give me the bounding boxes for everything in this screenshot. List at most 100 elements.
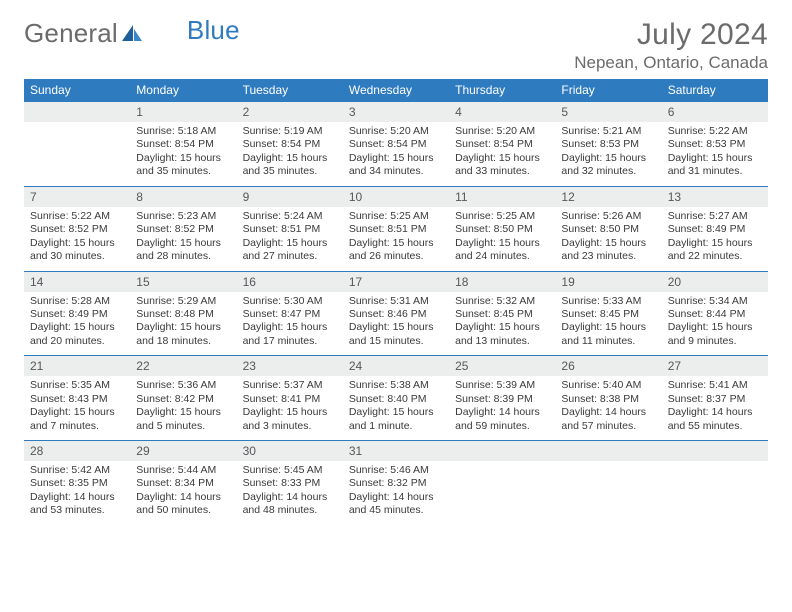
- day-number: 4: [449, 102, 555, 122]
- brand-word-2: Blue: [187, 15, 240, 46]
- day-cell: [449, 441, 555, 525]
- sunrise-line: Sunrise: 5:42 AM: [30, 464, 124, 477]
- day-body: Sunrise: 5:22 AMSunset: 8:53 PMDaylight:…: [662, 122, 768, 186]
- daylight-line: Daylight: 15 hours and 28 minutes.: [136, 237, 230, 264]
- sunset-line: Sunset: 8:33 PM: [243, 477, 337, 490]
- day-cell: 21Sunrise: 5:35 AMSunset: 8:43 PMDayligh…: [24, 356, 130, 441]
- sunset-line: Sunset: 8:49 PM: [30, 308, 124, 321]
- sunset-line: Sunset: 8:53 PM: [668, 138, 762, 151]
- sunset-line: Sunset: 8:46 PM: [349, 308, 443, 321]
- day-cell: 3 Sunrise: 5:20 AMSunset: 8:54 PMDaylight…: [343, 102, 449, 186]
- day-body: Sunrise: 5:44 AMSunset: 8:34 PMDaylight:…: [130, 461, 236, 525]
- sunset-line: Sunset: 8:39 PM: [455, 393, 549, 406]
- daylight-line: Daylight: 15 hours and 34 minutes.: [349, 152, 443, 179]
- daylight-line: Daylight: 15 hours and 5 minutes.: [136, 406, 230, 433]
- day-cell: 29Sunrise: 5:44 AMSunset: 8:34 PMDayligh…: [130, 441, 236, 525]
- day-cell: 23Sunrise: 5:37 AMSunset: 8:41 PMDayligh…: [237, 356, 343, 441]
- sunset-line: Sunset: 8:41 PM: [243, 393, 337, 406]
- sunrise-line: Sunrise: 5:25 AM: [349, 210, 443, 223]
- day-body: Sunrise: 5:45 AMSunset: 8:33 PMDaylight:…: [237, 461, 343, 525]
- sunset-line: Sunset: 8:45 PM: [561, 308, 655, 321]
- day-header-cell: Sunday: [24, 79, 130, 102]
- sunset-line: Sunset: 8:54 PM: [349, 138, 443, 151]
- day-body: Sunrise: 5:32 AMSunset: 8:45 PMDaylight:…: [449, 292, 555, 356]
- day-number: 6: [662, 102, 768, 122]
- day-cell: 18Sunrise: 5:32 AMSunset: 8:45 PMDayligh…: [449, 271, 555, 356]
- sunrise-line: Sunrise: 5:44 AM: [136, 464, 230, 477]
- sunrise-line: Sunrise: 5:34 AM: [668, 295, 762, 308]
- day-header-cell: Friday: [555, 79, 661, 102]
- daylight-line: Daylight: 14 hours and 59 minutes.: [455, 406, 549, 433]
- day-cell: 12Sunrise: 5:26 AMSunset: 8:50 PMDayligh…: [555, 186, 661, 271]
- day-body: Sunrise: 5:40 AMSunset: 8:38 PMDaylight:…: [555, 376, 661, 440]
- day-body: Sunrise: 5:34 AMSunset: 8:44 PMDaylight:…: [662, 292, 768, 356]
- sunrise-line: Sunrise: 5:28 AM: [30, 295, 124, 308]
- day-cell: 31Sunrise: 5:46 AMSunset: 8:32 PMDayligh…: [343, 441, 449, 525]
- week-row: 14Sunrise: 5:28 AMSunset: 8:49 PMDayligh…: [24, 271, 768, 356]
- day-number: 21: [24, 356, 130, 376]
- daylight-line: Daylight: 15 hours and 35 minutes.: [243, 152, 337, 179]
- sunrise-line: Sunrise: 5:33 AM: [561, 295, 655, 308]
- day-body: Sunrise: 5:19 AMSunset: 8:54 PMDaylight:…: [237, 122, 343, 186]
- sunset-line: Sunset: 8:54 PM: [455, 138, 549, 151]
- day-number: 23: [237, 356, 343, 376]
- sunrise-line: Sunrise: 5:32 AM: [455, 295, 549, 308]
- daylight-line: Daylight: 15 hours and 33 minutes.: [455, 152, 549, 179]
- day-cell: 15Sunrise: 5:29 AMSunset: 8:48 PMDayligh…: [130, 271, 236, 356]
- sunrise-line: Sunrise: 5:20 AM: [349, 125, 443, 138]
- sunset-line: Sunset: 8:38 PM: [561, 393, 655, 406]
- day-number: 31: [343, 441, 449, 461]
- sunrise-line: Sunrise: 5:36 AM: [136, 379, 230, 392]
- week-row: 1Sunrise: 5:18 AMSunset: 8:54 PMDaylight…: [24, 102, 768, 186]
- day-body: Sunrise: 5:41 AMSunset: 8:37 PMDaylight:…: [662, 376, 768, 440]
- sunset-line: Sunset: 8:44 PM: [668, 308, 762, 321]
- sunset-line: Sunset: 8:45 PM: [455, 308, 549, 321]
- sunrise-line: Sunrise: 5:37 AM: [243, 379, 337, 392]
- day-cell: 14Sunrise: 5:28 AMSunset: 8:49 PMDayligh…: [24, 271, 130, 356]
- day-body: Sunrise: 5:35 AMSunset: 8:43 PMDaylight:…: [24, 376, 130, 440]
- day-cell: 8Sunrise: 5:23 AMSunset: 8:52 PMDaylight…: [130, 186, 236, 271]
- brand-logo: General Blue: [24, 18, 240, 49]
- sunrise-line: Sunrise: 5:29 AM: [136, 295, 230, 308]
- day-number: [555, 441, 661, 461]
- day-body: Sunrise: 5:33 AMSunset: 8:45 PMDaylight:…: [555, 292, 661, 356]
- day-number: 30: [237, 441, 343, 461]
- daylight-line: Daylight: 15 hours and 31 minutes.: [668, 152, 762, 179]
- day-body: Sunrise: 5:27 AMSunset: 8:49 PMDaylight:…: [662, 207, 768, 271]
- day-number: 24: [343, 356, 449, 376]
- day-number: [24, 102, 130, 122]
- sunset-line: Sunset: 8:42 PM: [136, 393, 230, 406]
- day-body: Sunrise: 5:37 AMSunset: 8:41 PMDaylight:…: [237, 376, 343, 440]
- day-number: 22: [130, 356, 236, 376]
- day-header-cell: Tuesday: [237, 79, 343, 102]
- day-number: 1: [130, 102, 236, 122]
- daylight-line: Daylight: 15 hours and 35 minutes.: [136, 152, 230, 179]
- sunset-line: Sunset: 8:52 PM: [136, 223, 230, 236]
- day-body: Sunrise: 5:18 AMSunset: 8:54 PMDaylight:…: [130, 122, 236, 186]
- sunset-line: Sunset: 8:32 PM: [349, 477, 443, 490]
- day-header-row: Sunday Monday Tuesday Wednesday Thursday…: [24, 79, 768, 102]
- day-number: 25: [449, 356, 555, 376]
- daylight-line: Daylight: 14 hours and 53 minutes.: [30, 491, 124, 518]
- day-cell: 17Sunrise: 5:31 AMSunset: 8:46 PMDayligh…: [343, 271, 449, 356]
- day-cell: 22 Sunrise: 5:36 AMSunset: 8:42 PMDayligh…: [130, 356, 236, 441]
- sunrise-line: Sunrise: 5:41 AM: [668, 379, 762, 392]
- day-cell: 19Sunrise: 5:33 AMSunset: 8:45 PMDayligh…: [555, 271, 661, 356]
- sunrise-line: Sunrise: 5:38 AM: [349, 379, 443, 392]
- day-body: Sunrise: 5:38 AMSunset: 8:40 PMDaylight:…: [343, 376, 449, 440]
- sunrise-line: Sunrise: 5:26 AM: [561, 210, 655, 223]
- brand-word-1: General: [24, 18, 118, 49]
- sunrise-line: Sunrise: 5:27 AM: [668, 210, 762, 223]
- day-body: Sunrise: 5:39 AMSunset: 8:39 PMDaylight:…: [449, 376, 555, 440]
- daylight-line: Daylight: 15 hours and 17 minutes.: [243, 321, 337, 348]
- day-number: 29: [130, 441, 236, 461]
- title-block: July 2024 Nepean, Ontario, Canada: [574, 18, 768, 73]
- day-number: 27: [662, 356, 768, 376]
- day-cell: 4Sunrise: 5:20 AMSunset: 8:54 PMDaylight…: [449, 102, 555, 186]
- daylight-line: Daylight: 15 hours and 32 minutes.: [561, 152, 655, 179]
- sunset-line: Sunset: 8:51 PM: [349, 223, 443, 236]
- day-cell: 16Sunrise: 5:30 AMSunset: 8:47 PMDayligh…: [237, 271, 343, 356]
- day-number: 3: [343, 102, 449, 122]
- day-cell: 11Sunrise: 5:25 AMSunset: 8:50 PMDayligh…: [449, 186, 555, 271]
- daylight-line: Daylight: 15 hours and 24 minutes.: [455, 237, 549, 264]
